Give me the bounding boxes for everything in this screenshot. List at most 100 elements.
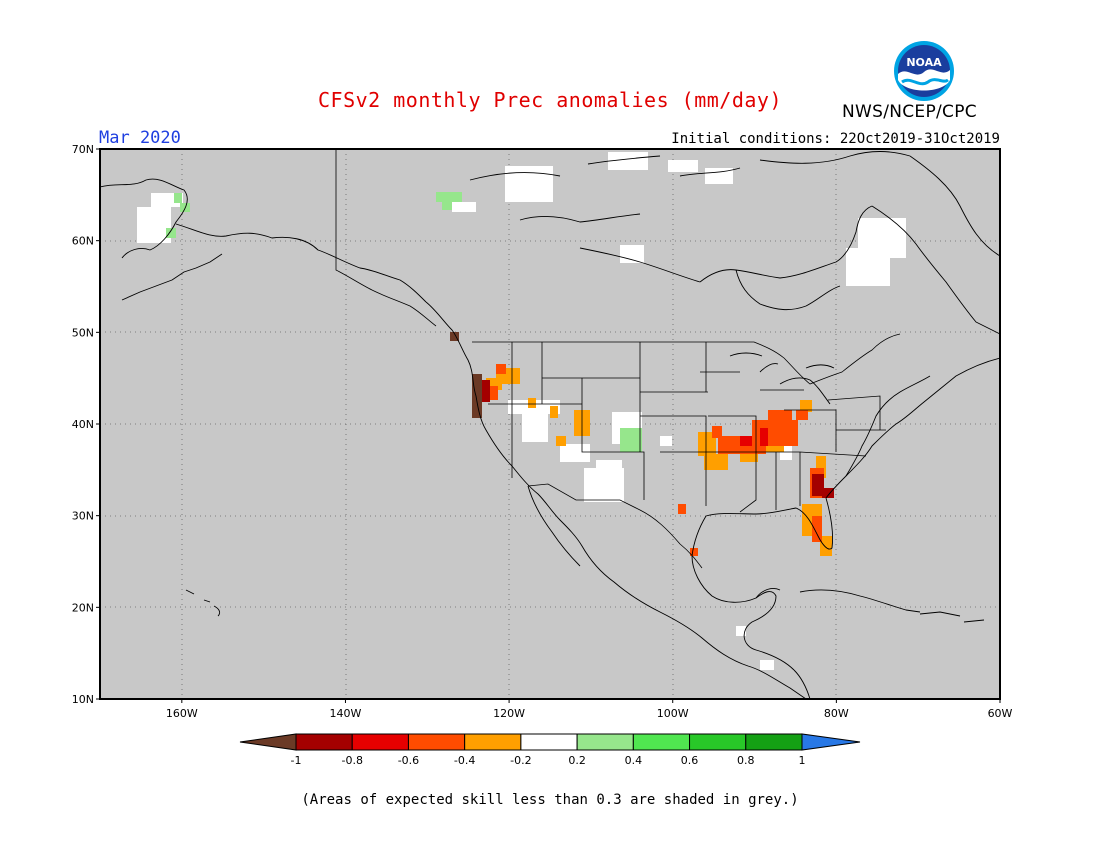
- longitude-label: 100W: [657, 707, 689, 720]
- yucatan: [755, 587, 781, 599]
- anomaly-cell: [712, 426, 722, 438]
- colorbar-labels: -1 -0.8 -0.6 -0.4 -0.2 0.2 0.4 0.6 0.8 1: [291, 754, 806, 767]
- greenland-edge: [909, 155, 1000, 257]
- month-label: Mar 2020: [99, 128, 181, 148]
- colorbar-tick-label: 0.4: [625, 754, 643, 767]
- latitude-label: 70N: [72, 143, 94, 156]
- colorbar-tick-label: -1: [291, 754, 302, 767]
- arctic-islands: [469, 151, 911, 283]
- political-boundaries: [335, 149, 901, 569]
- great-lakes: [729, 352, 835, 405]
- colorbar-segment: [295, 733, 353, 751]
- anomaly-cell: [560, 444, 590, 462]
- colorbar-tick-label: 1: [799, 754, 806, 767]
- anomaly-cell: [690, 548, 698, 556]
- east-coast: [845, 375, 931, 477]
- colorbar-tick-label: -0.2: [510, 754, 531, 767]
- skill-footnote: (Areas of expected skill less than 0.3 a…: [301, 792, 799, 808]
- anomaly-cell: [816, 456, 826, 478]
- colorbar-tick-label: 0.6: [681, 754, 699, 767]
- anomaly-cell: [846, 248, 890, 286]
- colorbar-segment: [745, 733, 803, 751]
- colorbar-segment: [464, 733, 522, 751]
- colorbar-segment: [520, 733, 578, 751]
- aleutian-islands: [121, 253, 223, 301]
- anomaly-cell: [620, 428, 642, 452]
- latitude-label: 30N: [72, 510, 94, 523]
- longitude-label: 60W: [988, 707, 1013, 720]
- anomaly-cell: [760, 428, 768, 446]
- longitude-label: 160W: [166, 707, 198, 720]
- alaska-coast: [100, 178, 427, 303]
- latitude-label: 60N: [72, 235, 94, 248]
- colorbar-tick-label: 0.8: [737, 754, 755, 767]
- colorbar-high-arrow: [801, 733, 861, 751]
- colorbar-segment: [576, 733, 634, 751]
- anomaly-cell: [522, 412, 548, 442]
- map-title: CFSv2 monthly Prec anomalies (mm/day): [317, 88, 783, 112]
- anomaly-cell: [760, 660, 774, 670]
- gulf-of-mexico-coast: [705, 357, 1000, 550]
- anomaly-cell: [174, 193, 182, 203]
- anomaly-cell: [812, 516, 822, 542]
- colorbar-low-arrow: [239, 733, 297, 751]
- anomaly-cell: [608, 152, 648, 170]
- labrador-coast: [871, 205, 1000, 335]
- anomaly-cell: [620, 245, 644, 263]
- anomaly-cell: [472, 374, 482, 418]
- central-america: [793, 669, 811, 699]
- anomaly-patches: [137, 152, 906, 670]
- colorbar: [239, 733, 861, 751]
- longitude-label: 140W: [330, 707, 362, 720]
- hispaniola: [919, 611, 985, 623]
- anomaly-cell: [736, 626, 746, 636]
- latitude-label: 20N: [72, 601, 94, 614]
- anomaly-cell: [800, 400, 812, 412]
- anomaly-cell: [822, 488, 834, 498]
- anomaly-cell: [698, 432, 716, 456]
- canada-alaska-border: [335, 149, 437, 327]
- latitude-label: 40N: [72, 418, 94, 431]
- anomaly-cell: [705, 168, 733, 184]
- noaa-logo: NOAA: [893, 40, 955, 102]
- anomaly-cell: [556, 436, 566, 446]
- anomaly-cell: [528, 398, 536, 408]
- colorbar-tick-label: 0.2: [568, 754, 586, 767]
- longitude-labels: 160W 140W 120W 100W 80W 60W: [166, 699, 1013, 720]
- anomaly-cell: [812, 474, 824, 496]
- anomaly-cell: [660, 436, 672, 446]
- anomaly-cell: [436, 192, 462, 202]
- latitude-labels: 70N 60N 50N 40N 30N 20N 10N: [72, 143, 100, 706]
- colorbar-segment: [632, 733, 691, 751]
- anomaly-cell: [137, 207, 171, 243]
- coastlines: [100, 151, 1000, 699]
- colorbar-tick-label: -0.6: [398, 754, 419, 767]
- latitude-label: 50N: [72, 326, 94, 339]
- latitude-label: 10N: [72, 693, 94, 706]
- anomaly-cell: [796, 410, 808, 420]
- colorbar-segment: [351, 733, 409, 751]
- longitude-label: 80W: [824, 707, 849, 720]
- initial-conditions-label: Initial conditions: 22Oct2019-31Oct2019: [671, 131, 1000, 147]
- us-mexico-border: [527, 483, 703, 569]
- state-lines: [488, 342, 886, 513]
- west-coast: [425, 301, 807, 699]
- anomaly-cell: [596, 460, 622, 480]
- hawaii: [185, 589, 221, 617]
- anomaly-cell: [442, 202, 452, 210]
- org-label: NWS/NCEP/CPC: [842, 102, 977, 122]
- anomaly-cell: [668, 160, 698, 172]
- anomaly-cell: [505, 166, 553, 202]
- anomaly-cell: [488, 386, 498, 400]
- anomaly-cell: [678, 504, 686, 514]
- colorbar-tick-label: -0.8: [341, 754, 362, 767]
- anomaly-cell: [704, 454, 728, 470]
- anomaly-cell: [768, 410, 792, 424]
- hudson-bay: [699, 205, 873, 311]
- logo-text: NOAA: [906, 56, 942, 69]
- mexico-gulf-coast: [691, 515, 795, 671]
- anomaly-cell: [740, 436, 752, 446]
- anomaly-cell: [752, 420, 798, 446]
- baja-california: [527, 485, 581, 567]
